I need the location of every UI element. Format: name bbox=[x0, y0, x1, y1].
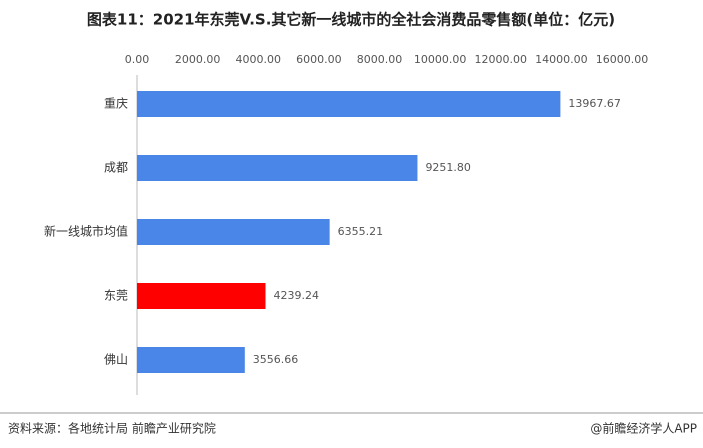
value-label: 6355.21 bbox=[338, 225, 384, 238]
y-tick-label: 佛山 bbox=[104, 353, 128, 367]
y-tick-label: 重庆 bbox=[104, 97, 128, 111]
x-tick-label: 14000.00 bbox=[535, 53, 588, 66]
bar bbox=[137, 91, 561, 117]
value-label: 3556.66 bbox=[253, 353, 299, 366]
bar bbox=[137, 283, 266, 309]
x-tick-label: 10000.00 bbox=[414, 53, 467, 66]
bar bbox=[137, 155, 418, 181]
x-tick-label: 8000.00 bbox=[357, 53, 403, 66]
value-label: 9251.80 bbox=[425, 161, 471, 174]
y-tick-label: 新一线城市均值 bbox=[44, 224, 128, 239]
x-tick-label: 2000.00 bbox=[175, 53, 221, 66]
value-label: 13967.67 bbox=[568, 97, 621, 110]
chart-title: 图表11：2021年东莞V.S.其它新一线城市的全社会消费品零售额(单位：亿元) bbox=[87, 11, 615, 29]
source: 资料来源：各地统计局 前瞻产业研究院 bbox=[8, 421, 216, 436]
y-tick-label: 东莞 bbox=[104, 289, 128, 303]
x-tick-label: 16000.00 bbox=[596, 53, 649, 66]
bar bbox=[137, 219, 330, 245]
x-tick-label: 4000.00 bbox=[236, 53, 282, 66]
credit: @前瞻经济学人APP bbox=[590, 421, 697, 436]
bar bbox=[137, 347, 245, 373]
y-tick-label: 成都 bbox=[104, 161, 128, 175]
x-tick-label: 6000.00 bbox=[296, 53, 342, 66]
value-label: 4239.24 bbox=[274, 289, 320, 302]
x-tick-label: 0.00 bbox=[125, 53, 150, 66]
x-tick-label: 12000.00 bbox=[475, 53, 528, 66]
